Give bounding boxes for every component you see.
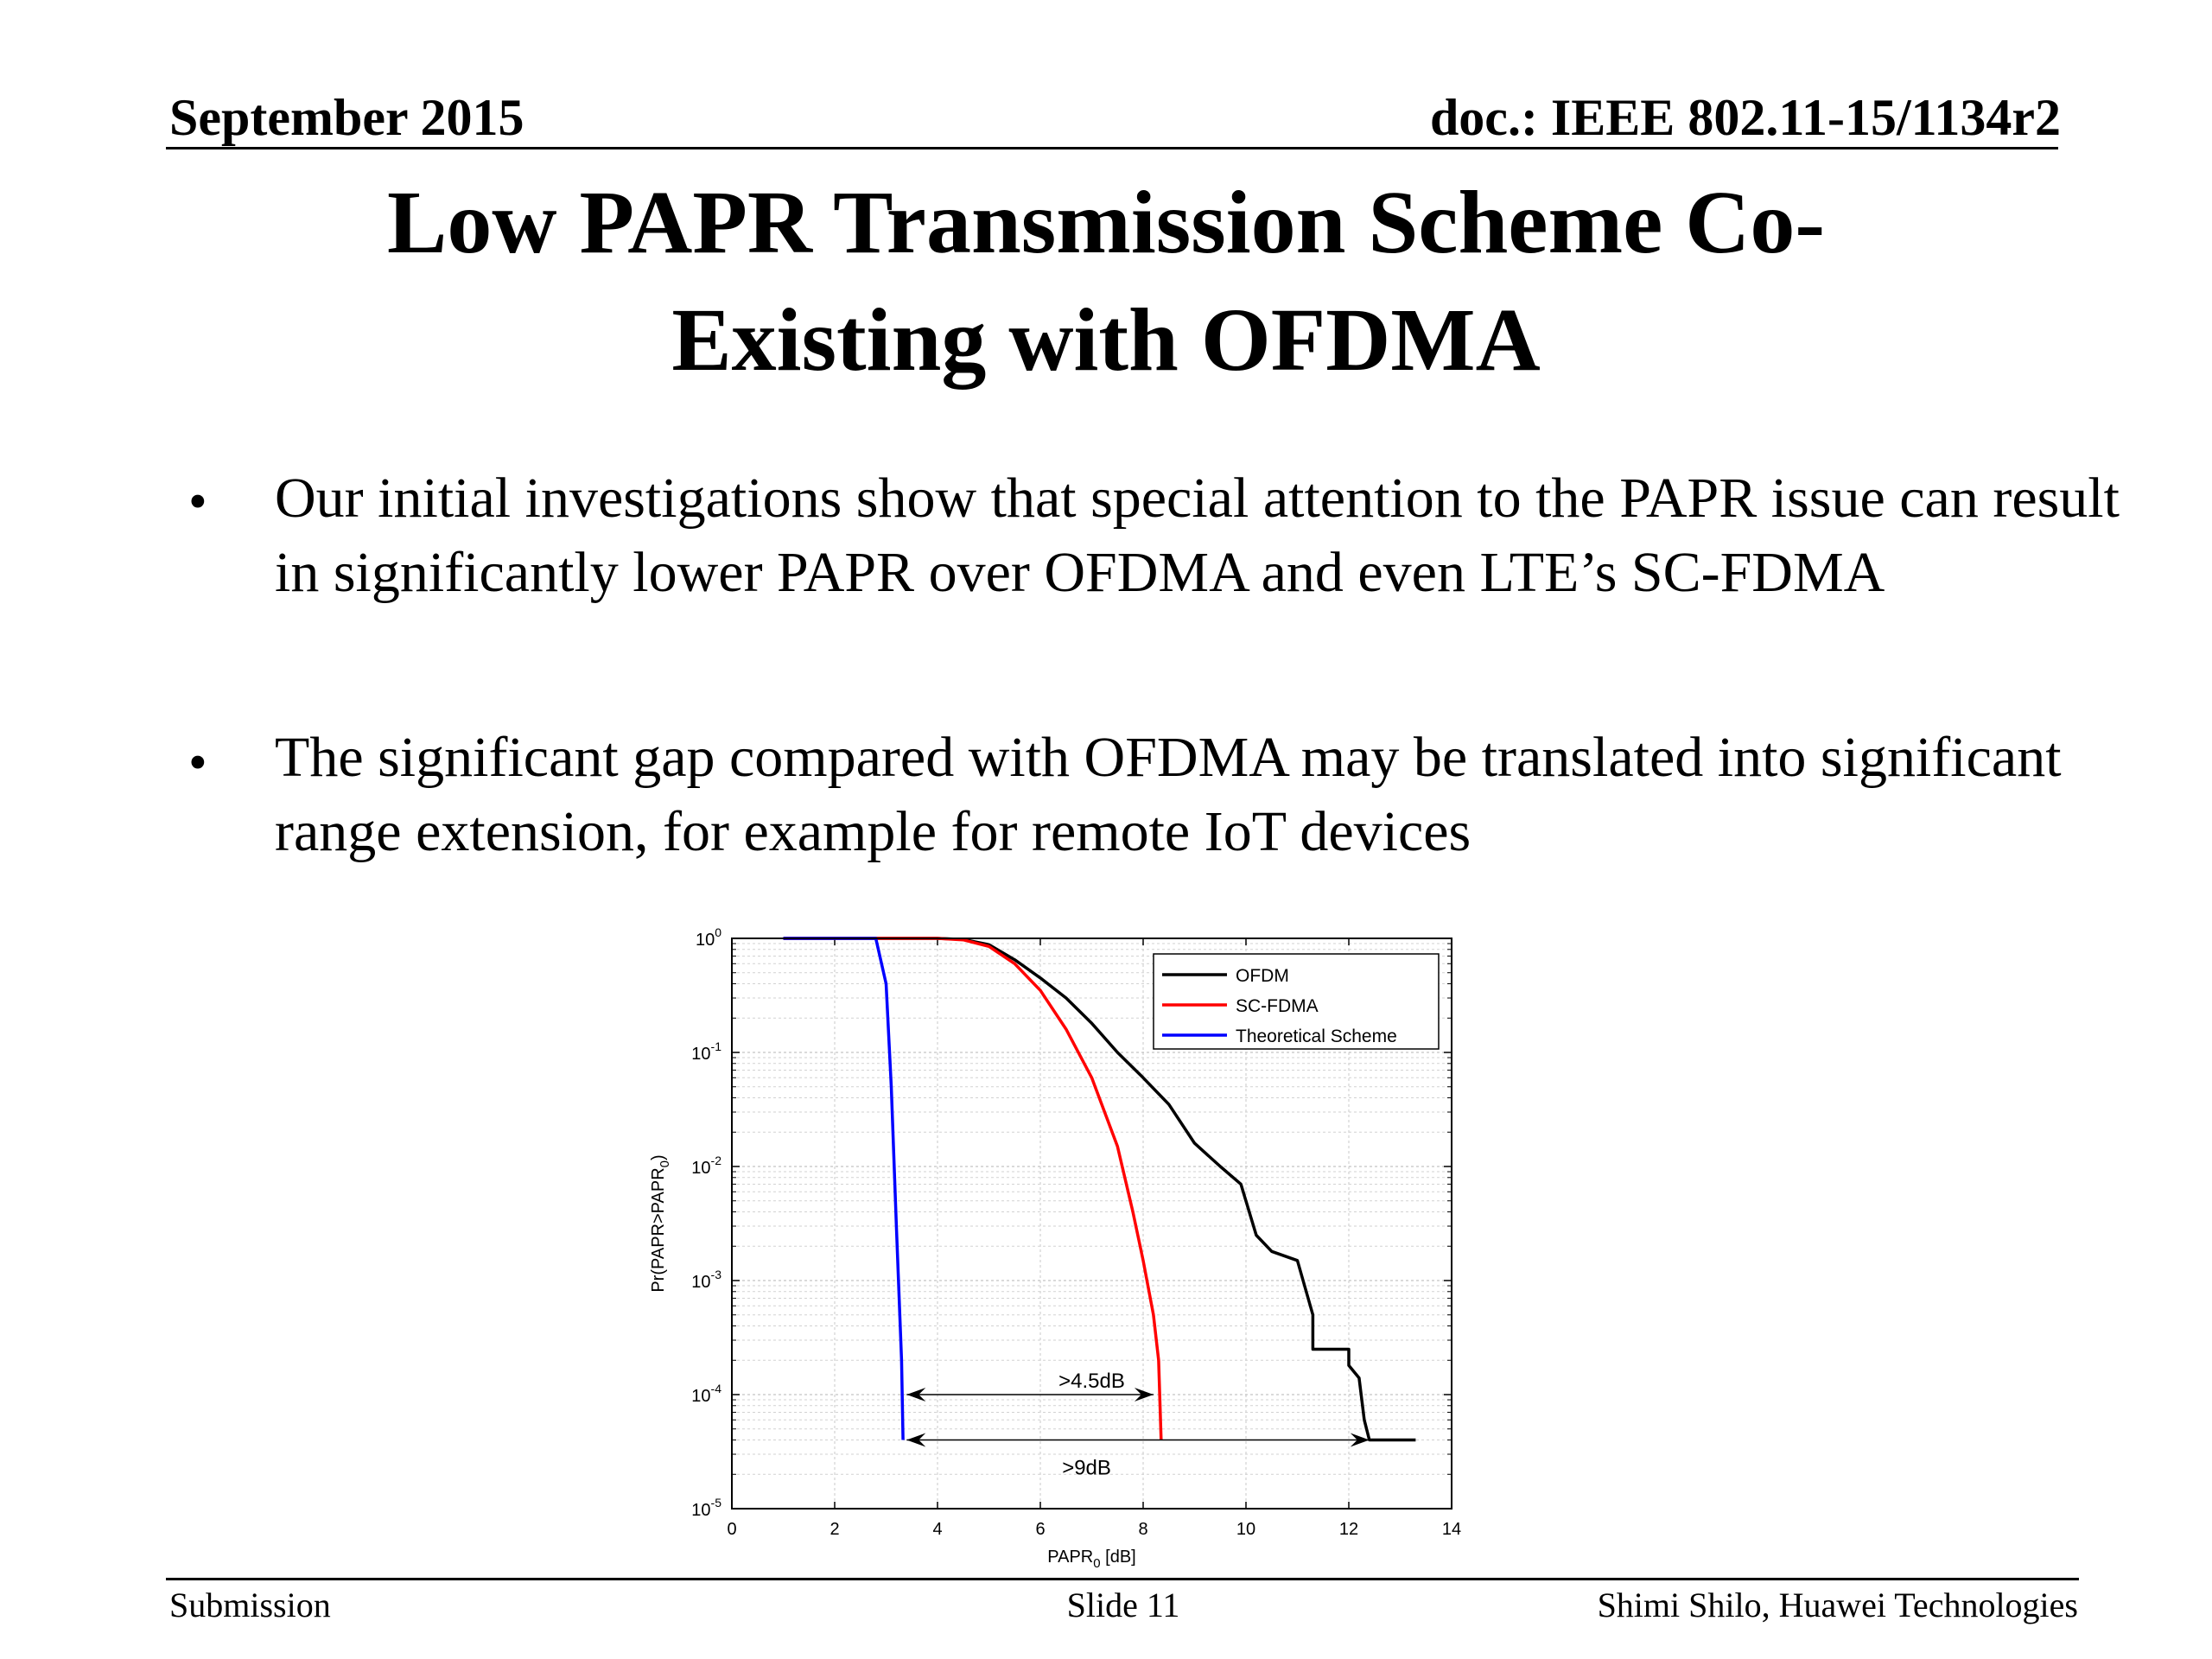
x-tick-label: 6	[1035, 1520, 1045, 1539]
annotation-arrowhead-right	[1350, 1433, 1370, 1447]
slide-title-line-1: Low PAPR Transmission Scheme Co-	[387, 173, 1825, 272]
x-tick-label: 2	[830, 1520, 839, 1539]
x-tick-label: 10	[1236, 1520, 1255, 1539]
y-tick-label: 10-2	[691, 1154, 721, 1178]
bullet-marker: •	[188, 473, 207, 531]
y-tick-label: 10-4	[691, 1382, 721, 1406]
footer-submission: Submission	[169, 1586, 331, 1624]
footer-slide-number: Slide 11	[1066, 1586, 1180, 1624]
annotation-label: >9dB	[1062, 1457, 1111, 1480]
legend-label: SC-FDMA	[1236, 996, 1319, 1016]
x-tick-label: 14	[1442, 1520, 1461, 1539]
bullet-text: The significant gap compared with OFDMA …	[275, 726, 2062, 863]
header-date: September 2015	[169, 89, 524, 146]
header-doc-number: doc.: IEEE 802.11-15/1134r2	[1429, 89, 2061, 146]
chart-annotations: >4.5dB >9dB	[906, 1370, 1370, 1480]
annotation-arrowhead-left	[906, 1388, 926, 1402]
legend-label: OFDM	[1236, 966, 1289, 986]
legend-box	[1153, 953, 1440, 1050]
y-axis-label: Pr(PAPR>PAPR0)	[649, 1154, 672, 1292]
y-tick-label: 10-3	[691, 1268, 721, 1292]
slide-title-line-2: Existing with OFDMA	[671, 290, 1541, 390]
x-tick-label: 8	[1138, 1520, 1147, 1539]
x-axis-label: PAPR0 [dB]	[1047, 1548, 1135, 1571]
y-tick-label: 10-1	[691, 1039, 721, 1064]
x-tick-label: 4	[932, 1520, 942, 1539]
footer-rule	[166, 1578, 2079, 1580]
annotation-label: >4.5dB	[1058, 1370, 1125, 1393]
annotation-arrowhead-left	[906, 1433, 926, 1447]
x-tick-label: 0	[727, 1520, 736, 1539]
annotation-arrowhead-right	[1134, 1388, 1154, 1402]
y-tick-label: 10-5	[691, 1496, 721, 1520]
x-tick-label: 12	[1339, 1520, 1358, 1539]
footer-author: Shimi Shilo, Huawei Technologies	[1597, 1586, 2078, 1624]
legend-label: Theoretical Scheme	[1236, 1027, 1397, 1046]
bullet-marker: •	[188, 734, 207, 792]
series-line-sc-fdma	[783, 937, 1163, 1440]
header-rule	[166, 147, 2058, 149]
chart-legend: OFDM SC-FDMA Theoretical Scheme	[1153, 953, 1440, 1050]
papr-ccdf-chart: 0 2 4 6 8 10 12 14 100 10-1 10-2 10-3 10-4 10-5 >4.5d…	[622, 925, 1503, 1581]
slide-title: Low PAPR Transmission Scheme Co- Existin…	[0, 164, 2212, 399]
y-tick-label: 100	[696, 925, 721, 950]
series-line-ofdm	[783, 937, 1416, 1442]
plot-frame	[731, 938, 1452, 1510]
bullet-text: Our initial investigations show that spe…	[275, 467, 2120, 604]
